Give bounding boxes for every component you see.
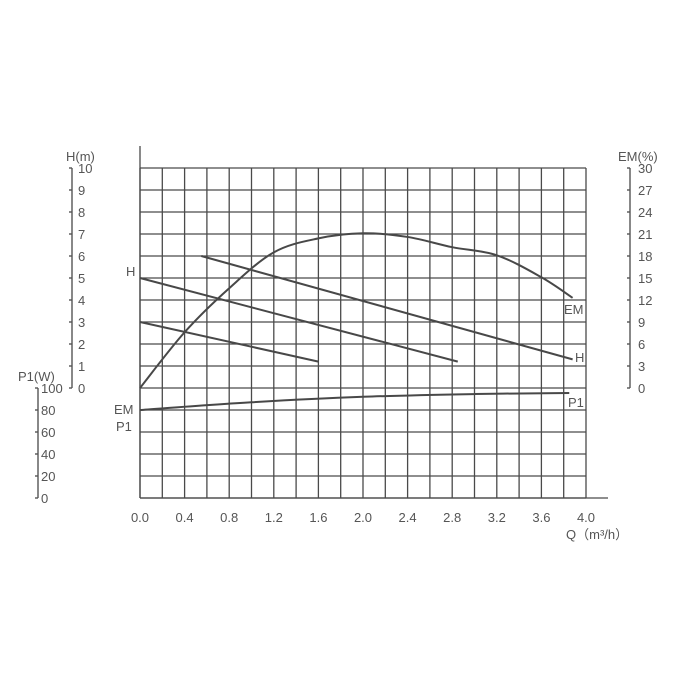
p1-tick-label: 20 [41,469,55,484]
em-tick-label: 27 [638,183,652,198]
series-h-curve [201,255,573,361]
h-tick-label: 9 [78,183,85,198]
label-p1-right: P1 [568,395,584,410]
em-axis-title: EM(%) [618,149,658,164]
label-h-left: H [126,264,135,279]
x-tick-label: 2.0 [354,510,372,525]
h-tick-label: 0 [78,381,85,396]
x-tick-label: 2.4 [399,510,417,525]
em-tick-label: 24 [638,205,652,220]
series-em-curve [139,232,574,389]
em-tick-label: 30 [638,161,652,176]
em-tick-label: 6 [638,337,645,352]
em-tick-label: 18 [638,249,652,264]
x-tick-label: 0.4 [176,510,194,525]
series-h-curve [139,321,319,363]
series-h-curve [139,277,459,363]
x-tick-label: 3.6 [532,510,550,525]
h-tick-label: 5 [78,271,85,286]
em-tick-label: 3 [638,359,645,374]
h-tick-label: 7 [78,227,85,242]
x-tick-label: 1.2 [265,510,283,525]
x-tick-label: 3.2 [488,510,506,525]
label-em-right: EM [564,302,584,317]
em-tick-label: 15 [638,271,652,286]
p1-tick-label: 60 [41,425,55,440]
p1-tick-label: 40 [41,447,55,462]
x-axis-title: Q（m³/h） [566,527,628,542]
h-axis-title: H(m) [66,149,95,164]
p1-tick-label: 80 [41,403,55,418]
em-tick-label: 21 [638,227,652,242]
series-p1-curve [139,391,570,411]
x-tick-label: 4.0 [577,510,595,525]
em-tick-label: 0 [638,381,645,396]
label-h-right: H [575,350,584,365]
em-tick-label: 9 [638,315,645,330]
x-tick-label: 0.8 [220,510,238,525]
label-p1-left: P1 [116,419,132,434]
h-tick-label: 8 [78,205,85,220]
h-tick-label: 6 [78,249,85,264]
p1-tick-label: 100 [41,381,63,396]
h-tick-label: 3 [78,315,85,330]
p1-axis-title: P1(W) [18,369,55,384]
x-tick-label: 2.8 [443,510,461,525]
h-tick-label: 10 [78,161,92,176]
p1-tick-label: 0 [41,491,48,506]
label-em-left: EM [114,402,134,417]
em-tick-label: 12 [638,293,652,308]
h-tick-label: 1 [78,359,85,374]
h-tick-label: 4 [78,293,85,308]
x-tick-label: 0.0 [131,510,149,525]
x-tick-label: 1.6 [309,510,327,525]
h-tick-label: 2 [78,337,85,352]
